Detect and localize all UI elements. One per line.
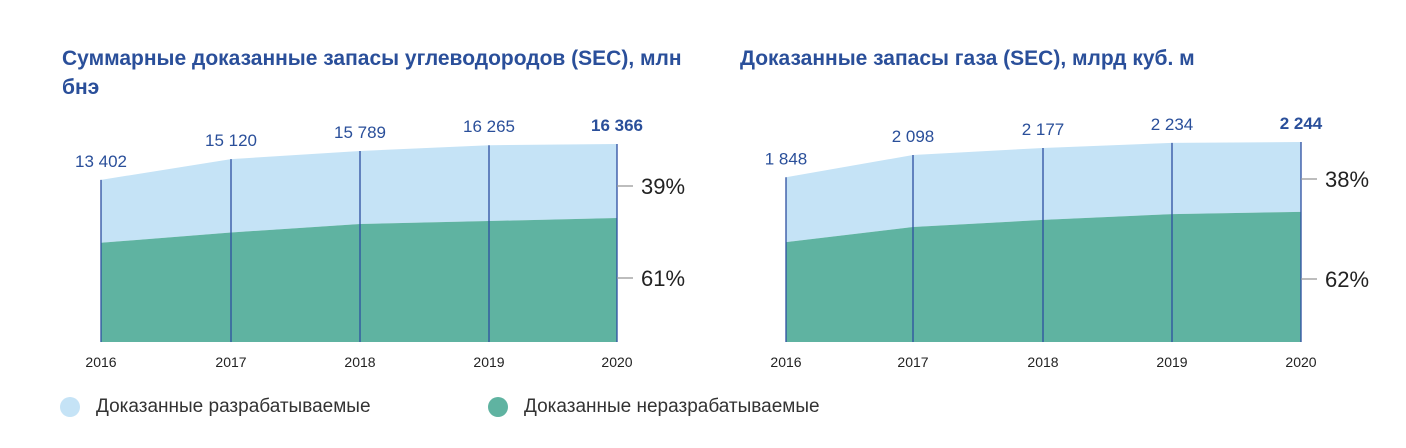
x-tick-label: 2017 — [215, 354, 246, 370]
total-label: 16 265 — [463, 117, 515, 136]
x-tick-label: 2019 — [473, 354, 504, 370]
share-label-developed: 39% — [641, 174, 685, 199]
total-label: 2 234 — [1151, 115, 1194, 134]
x-tick-label: 2019 — [1156, 354, 1187, 370]
x-tick-label: 2016 — [85, 354, 116, 370]
share-label-developed: 38% — [1325, 167, 1369, 192]
total-label: 2 098 — [892, 127, 935, 146]
total-label: 13 402 — [75, 152, 127, 171]
share-label-undeveloped: 61% — [641, 266, 685, 291]
total-label: 2 244 — [1280, 114, 1323, 133]
area-developed — [101, 144, 617, 243]
legend-item-developed: Доказанные разрабатываемые — [60, 396, 371, 418]
x-tick-label: 2016 — [770, 354, 801, 370]
x-tick-label: 2020 — [1285, 354, 1316, 370]
x-tick-label: 2017 — [897, 354, 928, 370]
x-tick-label: 2018 — [344, 354, 375, 370]
legend-swatch-undeveloped — [488, 397, 508, 417]
total-label: 1 848 — [765, 149, 808, 168]
area-undeveloped — [101, 217, 617, 342]
legend-item-undeveloped: Доказанные неразрабатываемые — [488, 396, 820, 418]
legend-swatch-developed — [60, 397, 80, 417]
total-label: 15 789 — [334, 123, 386, 142]
total-label: 2 177 — [1022, 120, 1065, 139]
legend-label-undeveloped: Доказанные неразрабатываемые — [524, 396, 820, 417]
share-label-undeveloped: 62% — [1325, 267, 1369, 292]
chart-title-hydrocarbons: Суммарные доказанные запасы углеводородо… — [62, 47, 682, 99]
x-tick-label: 2020 — [601, 354, 632, 370]
chart-title-gas: Доказанные запасы газа (SEC), млрд куб. … — [740, 47, 1195, 70]
x-tick-label: 2018 — [1027, 354, 1058, 370]
total-label: 15 120 — [205, 131, 257, 150]
legend-label-developed: Доказанные разрабатываемые — [96, 396, 371, 417]
total-label: 16 366 — [591, 116, 643, 135]
